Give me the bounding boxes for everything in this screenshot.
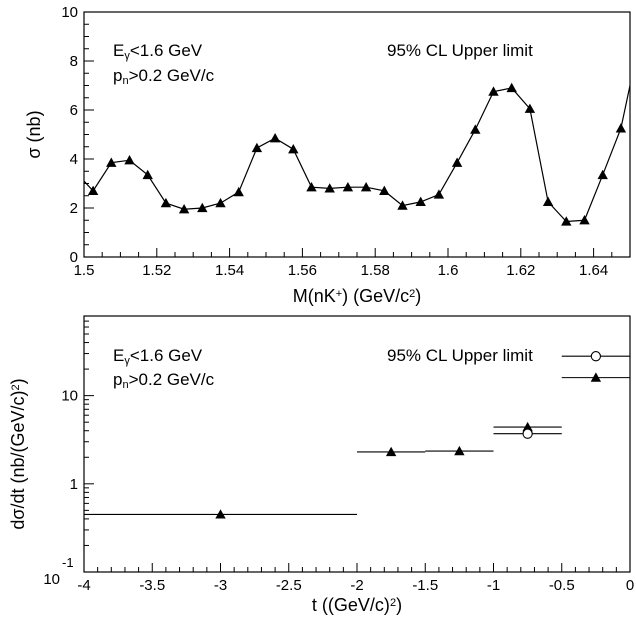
data-point-marker — [142, 169, 153, 180]
data-point-marker — [324, 183, 335, 193]
x-tick-label: 1.52 — [142, 262, 171, 279]
x-axis-label: t ((GeV/c)2) — [312, 595, 402, 615]
data-point-marker — [597, 169, 608, 180]
data-point-marker — [87, 185, 99, 196]
y-tick-label: 1 — [70, 476, 78, 493]
data-point-marker — [397, 200, 408, 210]
y-tick-label: 8 — [70, 53, 78, 70]
data-point-marker — [542, 196, 554, 207]
data-point-marker — [522, 421, 533, 432]
y-tick-label-exponent: -1 — [62, 555, 74, 570]
data-point-marker — [488, 86, 499, 96]
data-point-marker — [197, 202, 208, 213]
data-point-marker — [379, 185, 390, 196]
sigma-vs-mass-panel: 1.5 1.52 1.54 1.56 1.58 1.6 1.62 1.64 0 2 4 6 8 10 Eγ<… — [24, 4, 631, 306]
x-tick-label: 1.62 — [506, 262, 535, 279]
y-tick-label: 4 — [70, 151, 78, 168]
x-tick-label: -1 — [487, 577, 500, 594]
x-tick-label: 1.64 — [579, 262, 608, 279]
annotation-upper-limit: 95% CL Upper limit — [387, 41, 533, 60]
data-point-marker — [233, 186, 244, 197]
data-point-marker — [215, 509, 226, 519]
data-point-marker — [385, 446, 397, 457]
data-point-marker — [106, 157, 117, 167]
x-tick-label: 1.6 — [438, 262, 459, 279]
data-point-marker — [615, 123, 627, 133]
y-tick-label: 6 — [70, 102, 78, 119]
annotation-energy-cut: Eγ<1.6 GeV — [113, 41, 203, 62]
data-point-marker — [506, 82, 517, 93]
data-point-marker — [590, 372, 602, 382]
y-axis-label: dσ/dt (nb/(GeV/c)2) — [8, 378, 28, 529]
annotation-momentum-cut: pn>0.2 GeV/c — [113, 66, 215, 87]
annotation-upper-limit: 95% CL Upper limit — [387, 346, 533, 365]
data-point-marker — [451, 157, 463, 167]
data-point-marker — [160, 197, 172, 208]
data-point-marker — [215, 197, 226, 208]
data-point-marker — [454, 445, 465, 456]
annotation-energy-cut: Eγ<1.6 GeV — [113, 346, 203, 367]
y-tick-label-base: 10 — [43, 571, 60, 588]
x-tick-label: -4 — [77, 577, 90, 594]
data-point-marker — [433, 189, 445, 199]
x-tick-label: -2 — [350, 577, 363, 594]
x-tick-label: 0 — [626, 577, 634, 594]
x-tick-label: 1.58 — [361, 262, 390, 279]
x-tick-label: 1.54 — [215, 262, 244, 279]
x-tick-label: 1.56 — [288, 262, 317, 279]
x-tick-label: -3 — [214, 577, 227, 594]
data-point-marker — [579, 215, 590, 225]
y-tick-label: 2 — [70, 200, 78, 217]
x-tick-label: -1.5 — [412, 577, 438, 594]
data-point-marker — [251, 142, 263, 153]
data-point-marker — [306, 181, 317, 192]
data-point-marker — [178, 204, 190, 214]
x-tick-label: -2.5 — [276, 577, 302, 594]
data-point-marker — [342, 181, 354, 192]
x-tick-label: -0.5 — [549, 577, 575, 594]
x-tick-label: 1.5 — [74, 262, 95, 279]
data-point-marker — [269, 132, 281, 143]
data-point-marker — [415, 196, 426, 207]
y-tick-label: 10 — [61, 388, 78, 405]
y-tick-label: 10 — [61, 4, 78, 21]
data-point-marker-open — [590, 351, 602, 362]
data-point-marker — [288, 144, 299, 154]
data-point-marker — [360, 181, 372, 192]
y-tick-label: 0 — [70, 249, 78, 266]
data-point-marker-open — [522, 428, 533, 439]
x-tick-label: -3.5 — [139, 577, 165, 594]
data-point-marker — [561, 216, 572, 226]
y-axis-label: σ (nb) — [24, 110, 44, 158]
x-axis-label: M(nK+) (GeV/c2) — [293, 286, 422, 306]
data-point-marker — [124, 155, 135, 165]
annotation-momentum-cut: pn>0.2 GeV/c — [113, 370, 215, 391]
data-point-marker — [470, 124, 481, 134]
data-point-marker — [524, 103, 536, 113]
